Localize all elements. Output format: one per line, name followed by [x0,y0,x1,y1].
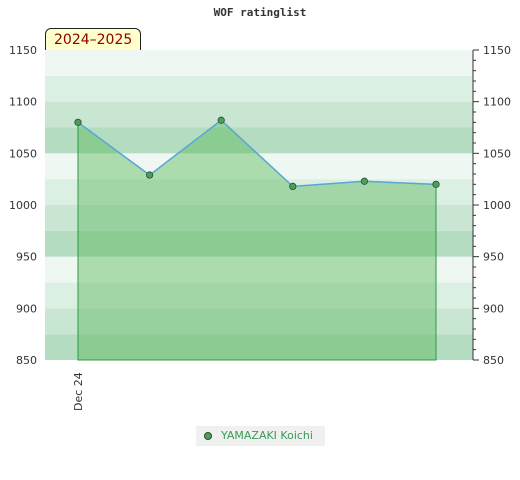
x-tick-label: Dec 24 [72,372,85,411]
y-tick-label-right: 1100 [483,96,511,109]
y-tick-label-left: 1100 [9,96,37,109]
background-band [45,127,473,154]
y-tick-label-right: 850 [483,354,504,367]
y-tick-label-right: 900 [483,302,504,315]
data-point-1 [74,118,82,126]
y-tick-label-left: 1000 [9,199,37,212]
series-line [77,119,437,188]
data-point-5 [360,177,368,185]
background-band [45,75,473,102]
legend[interactable]: YAMAZAKI Koichi [196,426,325,446]
data-point-3 [217,116,225,124]
y-tick-label-right: 1050 [483,147,511,160]
y-tick-label-left: 900 [16,302,37,315]
background-band [45,101,473,128]
y-tick-label-right: 1000 [483,199,511,212]
background-band [45,256,473,283]
point-layer [74,116,440,190]
line-layer [77,119,437,188]
y-tick-label-right: 950 [483,251,504,264]
chart-title: WOF ratinglist [213,6,307,19]
background-band [45,153,473,180]
legend-label-yamazaki: YAMAZAKI Koichi [221,429,313,442]
axis-layer: 850 850 900 900 950 950 1000 1000 1050 1050 1100 11… [9,44,511,411]
background-band [45,230,473,257]
y-tick-label-left: 950 [16,251,37,264]
y-tick-label-left: 1050 [9,147,37,160]
background-band [45,334,473,360]
background-band [45,282,473,309]
data-point-6 [432,180,440,188]
y-tick-label-right: 1150 [483,44,511,57]
background-band [45,205,473,231]
legend-marker [204,432,212,440]
data-point-4 [289,182,297,190]
y-tick-label-left: 1150 [9,44,37,57]
y-tick-label-left: 850 [16,354,37,367]
data-point-2 [146,171,154,179]
background-bands [45,50,473,360]
background-band [45,308,473,335]
background-band [45,50,473,76]
